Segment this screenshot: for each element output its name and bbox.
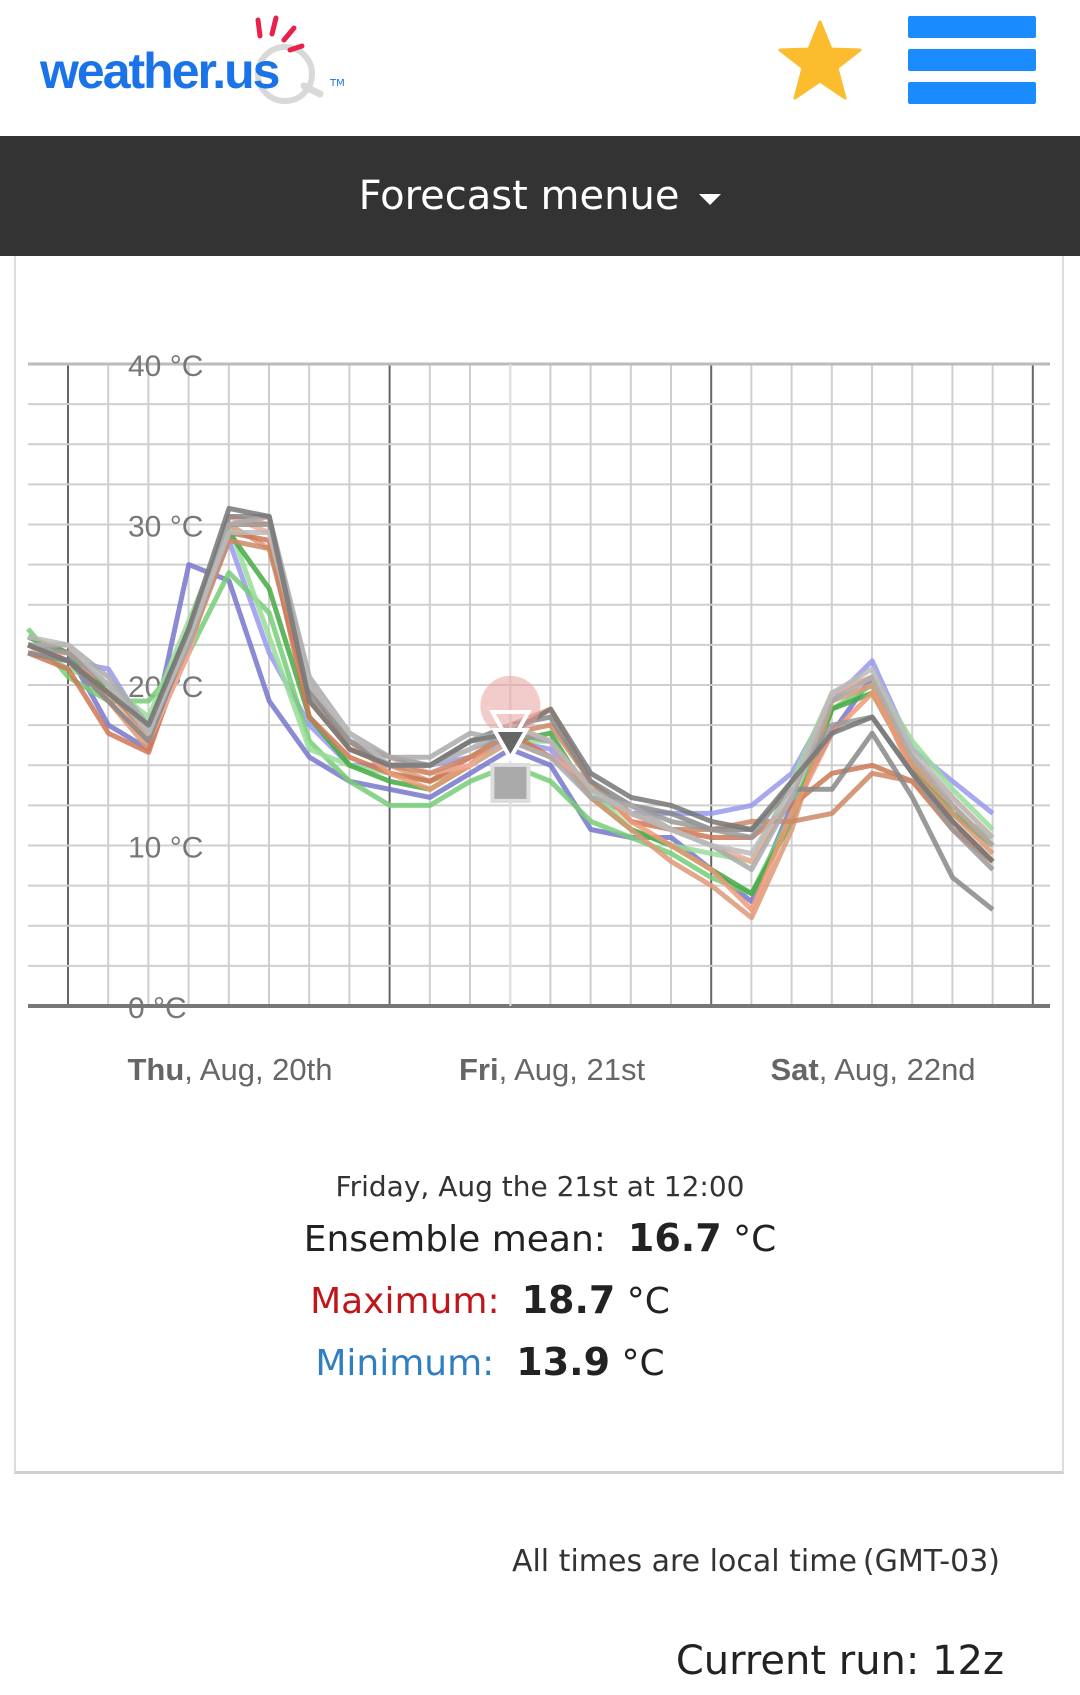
day-label-date: , Aug, 22nd (819, 1052, 976, 1087)
logo-trademark: TM (330, 78, 345, 89)
logo-text: weather.us (40, 43, 280, 99)
y-tick-label: 30 °C (128, 511, 203, 544)
hamburger-menu-icon-bar-bottom (908, 82, 1036, 104)
maximum-label: Maximum: (310, 1281, 500, 1322)
y-axis-labels: 40 °C30 °C20 °C10 °C0 °C (128, 350, 203, 1025)
minimum-row: Minimum: 13.9 °C (0, 1340, 1030, 1384)
maximum-row: Maximum: 18.7 °C (0, 1278, 1030, 1322)
day-label-date: , Aug, 20th (184, 1052, 332, 1087)
day-label: Fri, Aug, 21st (459, 1052, 646, 1087)
y-tick-label: 10 °C (128, 832, 203, 865)
maximum-value: 18.7 (521, 1278, 616, 1322)
forecast-menu-toggle[interactable]: Forecast menue (0, 136, 1080, 256)
hover-date-text: Friday, Aug the 21st at 12:00 (335, 1170, 745, 1203)
ensemble-mean-row: Ensemble mean: 16.7 °C (0, 1216, 1080, 1260)
hamburger-menu-icon-bar-middle (908, 49, 1036, 71)
hamburger-menu-button[interactable] (908, 16, 1036, 104)
star-icon (778, 20, 862, 100)
x-axis-day-labels: Thu, Aug, 20th Fri, Aug, 21st Sat, Aug, 22… (127, 1052, 975, 1087)
ensemble-mean-marker (490, 727, 530, 762)
day-label-weekday: Fri (459, 1052, 499, 1087)
logo-sun-magnifier-icon (255, 15, 324, 104)
app-header: weather.us TM (0, 0, 1080, 136)
day-label-date: , Aug, 21st (499, 1052, 646, 1087)
ensemble-mean-value: 16.7 (627, 1216, 722, 1260)
maximum-unit: °C (626, 1281, 670, 1322)
day-label: Thu, Aug, 20th (127, 1052, 332, 1087)
day-label-weekday: Thu (127, 1052, 184, 1087)
minimum-marker (490, 762, 531, 803)
weather-us-logo[interactable]: weather.us TM (36, 12, 356, 112)
favorite-star-button[interactable] (775, 18, 865, 102)
ensemble-mean-unit: °C (733, 1219, 777, 1260)
y-tick-label: 0 °C (128, 992, 187, 1025)
minimum-label: Minimum: (315, 1343, 495, 1384)
hover-markers (480, 364, 541, 1006)
chart-grid (28, 362, 1050, 1008)
current-run-text: Current run: 12z (675, 1638, 1004, 1684)
hamburger-menu-icon-bar-top (908, 16, 1036, 38)
timezone-note: All times are local time (GMT-03) (511, 1544, 1000, 1579)
ensemble-temperature-chart[interactable]: 40 °C30 °C20 °C10 °C0 °C Thu, Aug, 20th F… (0, 0, 1080, 1100)
maximum-marker (480, 675, 541, 736)
forecast-menu-label: Forecast menue (358, 173, 680, 219)
minimum-unit: °C (621, 1343, 665, 1384)
ensemble-mean-label: Ensemble mean: (303, 1219, 606, 1260)
day-label: Sat, Aug, 22nd (770, 1052, 975, 1087)
forecast-navbar: Forecast menue (0, 136, 1080, 256)
day-label-weekday: Sat (770, 1052, 818, 1087)
minimum-value: 13.9 (516, 1340, 611, 1384)
caret-down-icon (699, 193, 722, 205)
y-tick-label: 40 °C (128, 350, 203, 383)
